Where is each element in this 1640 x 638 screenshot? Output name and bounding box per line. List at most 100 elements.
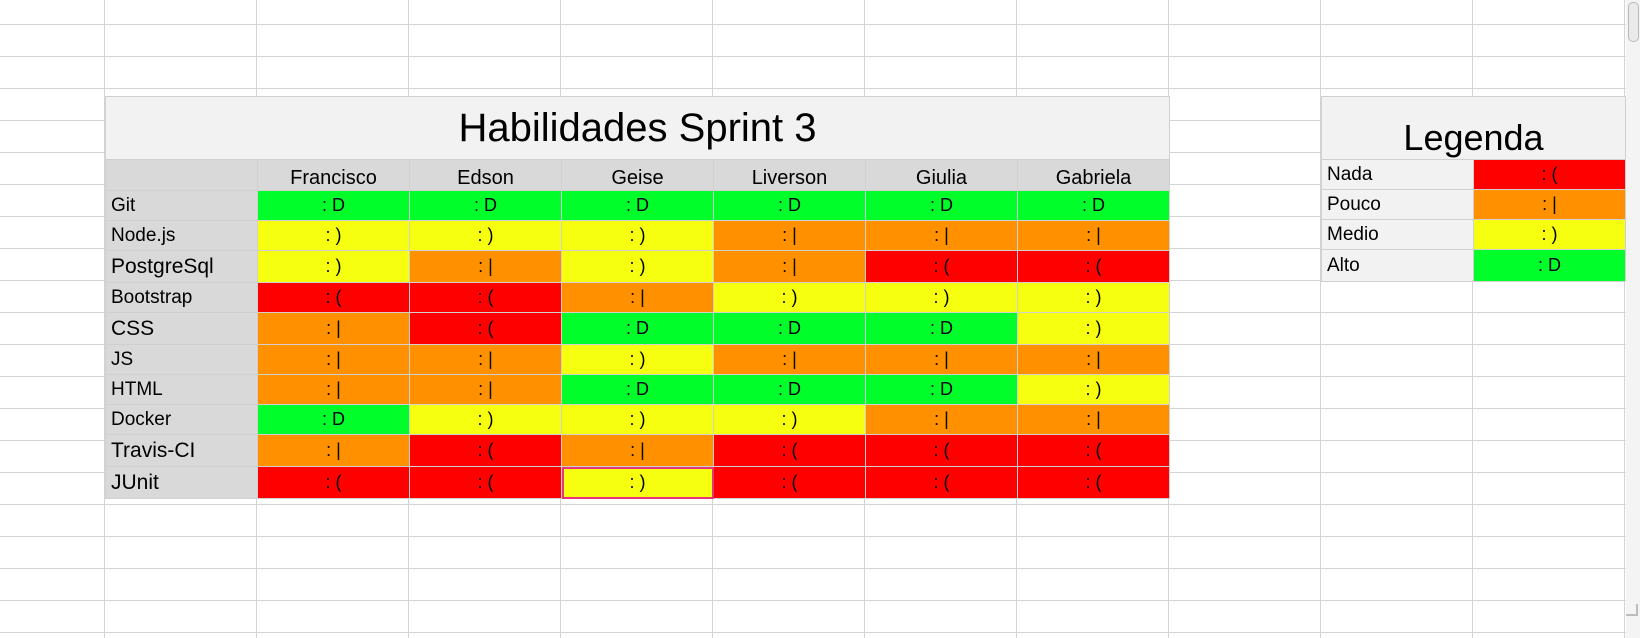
skill-cell[interactable]: : ( bbox=[865, 434, 1018, 467]
vertical-scrollbar[interactable] bbox=[1626, 0, 1640, 638]
skill-cell[interactable]: : | bbox=[409, 374, 562, 405]
skill-cell[interactable]: : D bbox=[561, 374, 714, 405]
skill-cell[interactable]: : | bbox=[865, 404, 1018, 435]
skill-cell[interactable]: : D bbox=[865, 374, 1018, 405]
legend-face[interactable]: : | bbox=[1473, 189, 1626, 220]
legend-face[interactable]: : ) bbox=[1473, 219, 1626, 250]
legend-label[interactable]: Alto bbox=[1321, 249, 1474, 282]
skill-cell[interactable]: : ) bbox=[561, 404, 714, 435]
skill-cell[interactable]: : ) bbox=[1017, 374, 1170, 405]
legend-table: Legenda Nada: (Pouco: | Medio: ) Alto: D bbox=[1321, 96, 1626, 282]
skill-cell[interactable]: : ( bbox=[257, 466, 410, 499]
skill-cell[interactable]: : ) bbox=[561, 220, 714, 251]
skill-cell[interactable]: : | bbox=[713, 344, 866, 375]
skill-cell[interactable]: : ) bbox=[713, 282, 866, 313]
header-liverson[interactable]: Liverson bbox=[713, 159, 866, 191]
skill-label[interactable]: JUnit bbox=[105, 466, 258, 499]
skill-row: Git: D: D: D: D: D: D bbox=[105, 190, 1170, 221]
skill-cell[interactable]: : ( bbox=[865, 250, 1018, 283]
skill-cell[interactable]: : | bbox=[257, 374, 410, 405]
skill-cell[interactable]: : D bbox=[409, 190, 562, 221]
skill-cell[interactable]: : D bbox=[561, 190, 714, 221]
skill-cell[interactable]: : | bbox=[257, 434, 410, 467]
skill-cell[interactable]: : ( bbox=[713, 434, 866, 467]
skill-cell[interactable]: : D bbox=[257, 404, 410, 435]
skill-cell[interactable]: : ( bbox=[409, 282, 562, 313]
skill-cell[interactable]: : ( bbox=[409, 434, 562, 467]
scroll-thumb[interactable] bbox=[1628, 2, 1639, 42]
skill-cell[interactable]: : ( bbox=[713, 466, 866, 499]
skill-cell[interactable]: : | bbox=[561, 434, 714, 467]
skill-cell[interactable]: : D bbox=[865, 312, 1018, 345]
skill-cell[interactable]: : | bbox=[865, 344, 1018, 375]
skill-cell[interactable]: : | bbox=[257, 312, 410, 345]
skill-cell[interactable]: : D bbox=[713, 190, 866, 221]
skill-row: JUnit: (: (: ): (: (: ( bbox=[105, 466, 1170, 499]
skill-cell[interactable]: : | bbox=[409, 344, 562, 375]
header-giulia[interactable]: Giulia bbox=[865, 159, 1018, 191]
skill-cell[interactable]: : ) bbox=[561, 250, 714, 283]
legend-label[interactable]: Pouco bbox=[1321, 189, 1474, 220]
header-row: Francisco Edson Geise Liverson Giulia Gabriel… bbox=[105, 159, 1170, 191]
skill-cell[interactable]: : | bbox=[713, 250, 866, 283]
header-geise[interactable]: Geise bbox=[561, 159, 714, 191]
header-francisco[interactable]: Francisco bbox=[257, 159, 410, 191]
header-gabriela[interactable]: Gabriela bbox=[1017, 159, 1170, 191]
skill-cell[interactable]: : ( bbox=[257, 282, 410, 313]
skill-cell[interactable]: : | bbox=[257, 344, 410, 375]
skill-label[interactable]: Bootstrap bbox=[105, 282, 258, 313]
skill-cell[interactable]: : D bbox=[713, 374, 866, 405]
legend-title[interactable]: Legenda bbox=[1321, 96, 1626, 160]
skill-row: Travis-CI: |: (: |: (: (: ( bbox=[105, 434, 1170, 467]
skill-cell[interactable]: : ( bbox=[409, 312, 562, 345]
skill-cell[interactable]: : D bbox=[713, 312, 866, 345]
skill-row: Bootstrap: (: (: |: ): ): ) bbox=[105, 282, 1170, 313]
skill-cell[interactable]: : D bbox=[1017, 190, 1170, 221]
skill-cell[interactable]: : ) bbox=[409, 220, 562, 251]
skill-row: Docker: D: ): ): ): |: | bbox=[105, 404, 1170, 435]
skill-cell[interactable]: : ) bbox=[1017, 282, 1170, 313]
skill-cell[interactable]: : ( bbox=[1017, 250, 1170, 283]
skill-cell[interactable]: : | bbox=[409, 250, 562, 283]
skill-cell[interactable]: : | bbox=[1017, 220, 1170, 251]
skill-cell[interactable]: : | bbox=[561, 282, 714, 313]
skill-cell[interactable]: : ( bbox=[1017, 466, 1170, 499]
skill-label[interactable]: Node.js bbox=[105, 220, 258, 251]
skill-cell[interactable]: : | bbox=[865, 220, 1018, 251]
skill-cell[interactable]: : ( bbox=[1017, 434, 1170, 467]
legend-face[interactable]: : D bbox=[1473, 249, 1626, 282]
skill-label[interactable]: CSS bbox=[105, 312, 258, 345]
skill-label[interactable]: JS bbox=[105, 344, 258, 375]
skill-cell[interactable]: : ) bbox=[561, 466, 714, 499]
skill-label[interactable]: PostgreSql bbox=[105, 250, 258, 283]
header-edson[interactable]: Edson bbox=[409, 159, 562, 191]
skill-label[interactable]: Git bbox=[105, 190, 258, 221]
skill-cell[interactable]: : D bbox=[561, 312, 714, 345]
skill-cell[interactable]: : ) bbox=[865, 282, 1018, 313]
corner-cell[interactable] bbox=[105, 159, 258, 191]
skill-cell[interactable]: : | bbox=[1017, 344, 1170, 375]
skill-cell[interactable]: : ( bbox=[409, 466, 562, 499]
skill-label[interactable]: Travis-CI bbox=[105, 434, 258, 467]
skill-cell[interactable]: : ) bbox=[257, 220, 410, 251]
skill-cell[interactable]: : ) bbox=[1017, 312, 1170, 345]
skill-cell[interactable]: : ) bbox=[713, 404, 866, 435]
legend-row-nada: Nada: ( bbox=[1321, 159, 1626, 190]
legend-label[interactable]: Nada bbox=[1321, 159, 1474, 190]
skill-row: Node.js: ): ): ): |: |: | bbox=[105, 220, 1170, 251]
skill-cell[interactable]: : | bbox=[713, 220, 866, 251]
skill-cell[interactable]: : D bbox=[865, 190, 1018, 221]
skill-cell[interactable]: : ( bbox=[865, 466, 1018, 499]
skill-row: PostgreSql: ): |: ): |: (: ( bbox=[105, 250, 1170, 283]
skill-cell[interactable]: : ) bbox=[409, 404, 562, 435]
skill-cell[interactable]: : | bbox=[1017, 404, 1170, 435]
legend-label[interactable]: Medio bbox=[1321, 219, 1474, 250]
skills-title[interactable]: Habilidades Sprint 3 bbox=[105, 96, 1170, 160]
skill-cell[interactable]: : ) bbox=[561, 344, 714, 375]
legend-face[interactable]: : ( bbox=[1473, 159, 1626, 190]
skill-label[interactable]: Docker bbox=[105, 404, 258, 435]
skill-cell[interactable]: : D bbox=[257, 190, 410, 221]
legend-row-alto: Alto: D bbox=[1321, 249, 1626, 282]
skill-cell[interactable]: : ) bbox=[257, 250, 410, 283]
skill-label[interactable]: HTML bbox=[105, 374, 258, 405]
